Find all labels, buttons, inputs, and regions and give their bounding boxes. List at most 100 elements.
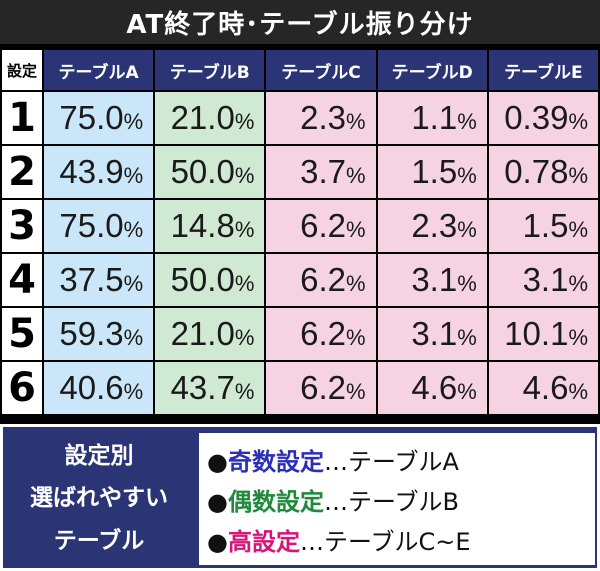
cell-value: 6.2	[300, 261, 346, 298]
recommendation-heading-line: 選ばれやすい	[30, 485, 168, 512]
cell-table-b: 21.0%	[155, 308, 265, 360]
cell-table-c: 3.7%	[266, 146, 376, 198]
table-header-row: 設定 テーブルA テーブルB テーブルC テーブルD テーブルE	[2, 50, 598, 90]
cell-value: 4.6	[411, 369, 458, 406]
cell-table-e: 4.6%	[488, 362, 598, 414]
cell-table-e: 0.78%	[488, 146, 598, 198]
percent-unit: %	[568, 271, 588, 296]
percent-unit: %	[123, 163, 144, 188]
cell-table-d: 3.1%	[377, 308, 487, 360]
cell-value: 21.0	[170, 315, 235, 352]
percent-unit: %	[123, 271, 144, 296]
setting-number: 5	[2, 308, 42, 360]
cell-table-b: 21.0%	[155, 92, 265, 144]
percent-unit: %	[123, 325, 144, 350]
table-row: 4 37.5% 50.0% 6.2% 3.1% 3.1%	[2, 254, 598, 306]
bullet-icon: ●	[207, 487, 228, 516]
column-header-table-b: テーブルB	[155, 50, 265, 90]
cell-value: 3.1	[522, 261, 569, 298]
cell-table-d: 3.1%	[377, 254, 487, 306]
cell-value: 3.7	[300, 153, 346, 190]
recommendation-item-high: ●高設定…テーブルC~E	[207, 522, 587, 557]
cell-value: 6.2	[300, 207, 346, 244]
cell-table-a: 59.3%	[44, 308, 154, 360]
percent-unit: %	[457, 271, 477, 296]
percent-unit: %	[123, 379, 144, 404]
cell-value: 75.0	[59, 207, 124, 244]
recommendation-heading: 設定別 選ばれやすい テーブル	[9, 435, 189, 563]
percent-unit: %	[568, 109, 588, 134]
percent-unit: %	[123, 109, 144, 134]
recommendation-value: …テーブルB	[323, 487, 459, 516]
setting-number: 1	[2, 92, 42, 144]
cell-table-a: 75.0%	[44, 200, 154, 252]
title-text: AT終了時･テーブル振り分け	[126, 9, 474, 40]
recommendation-key: 高設定	[227, 527, 300, 556]
percent-unit: %	[234, 163, 255, 188]
cell-value: 0.39	[504, 99, 569, 136]
table-body: 1 75.0% 21.0% 2.3% 1.1% 0.39% 2 43.9% 50.0% 3.7% 1…	[2, 92, 598, 414]
recommendation-value: …テーブルA	[323, 447, 459, 476]
percent-unit: %	[346, 271, 366, 296]
cell-value: 2.3	[300, 99, 346, 136]
percent-unit: %	[234, 271, 255, 296]
cell-value: 59.3	[59, 315, 124, 352]
cell-table-c: 6.2%	[266, 200, 376, 252]
setting-column-header: 設定	[2, 50, 42, 90]
cell-table-e: 1.5%	[488, 200, 598, 252]
percent-unit: %	[568, 163, 588, 188]
table-row: 5 59.3% 21.0% 6.2% 3.1% 10.1%	[2, 308, 598, 360]
cell-table-e: 3.1%	[488, 254, 598, 306]
recommendation-item-even: ●偶数設定…テーブルB	[207, 482, 587, 517]
cell-value: 1.5	[522, 207, 569, 244]
cell-value: 6.2	[300, 315, 346, 352]
cell-value: 1.1	[411, 99, 458, 136]
cell-table-b: 43.7%	[155, 362, 265, 414]
cell-table-b: 50.0%	[155, 254, 265, 306]
cell-table-d: 1.1%	[377, 92, 487, 144]
recommendation-item-odd: ●奇数設定…テーブルA	[207, 442, 587, 477]
recommendation-key: 偶数設定	[227, 487, 324, 516]
bullet-icon: ●	[207, 447, 228, 476]
cell-table-a: 43.9%	[44, 146, 154, 198]
column-header-table-a: テーブルA	[44, 50, 154, 90]
recommendation-list: ●奇数設定…テーブルA ●偶数設定…テーブルB ●高設定…テーブルC~E	[199, 433, 595, 565]
cell-value: 3.1	[411, 315, 458, 352]
bullet-icon: ●	[207, 527, 228, 556]
percent-unit: %	[123, 217, 144, 242]
cell-value: 10.1	[504, 315, 569, 352]
table-row: 1 75.0% 21.0% 2.3% 1.1% 0.39%	[2, 92, 598, 144]
cell-table-a: 75.0%	[44, 92, 154, 144]
cell-value: 14.8	[170, 207, 235, 244]
percent-unit: %	[457, 109, 477, 134]
cell-table-e: 0.39%	[488, 92, 598, 144]
setting-number: 4	[2, 254, 42, 306]
cell-value: 21.0	[170, 99, 235, 136]
percent-unit: %	[234, 217, 255, 242]
percent-unit: %	[346, 109, 366, 134]
percent-unit: %	[568, 379, 588, 404]
distribution-table: 設定 テーブルA テーブルB テーブルC テーブルD テーブルE 1 75.0% 2…	[0, 48, 600, 416]
cell-value: 75.0	[59, 99, 124, 136]
distribution-table-container: 設定 テーブルA テーブルB テーブルC テーブルD テーブルE 1 75.0% 2…	[0, 48, 600, 420]
cell-table-a: 40.6%	[44, 362, 154, 414]
cell-table-c: 6.2%	[266, 308, 376, 360]
column-header-table-e: テーブルE	[488, 50, 598, 90]
percent-unit: %	[346, 379, 366, 404]
cell-value: 6.2	[300, 369, 346, 406]
table-row: 6 40.6% 43.7% 6.2% 4.6% 4.6%	[2, 362, 598, 414]
percent-unit: %	[346, 163, 366, 188]
percent-unit: %	[346, 325, 366, 350]
cell-table-b: 50.0%	[155, 146, 265, 198]
setting-number: 3	[2, 200, 42, 252]
cell-table-c: 6.2%	[266, 254, 376, 306]
cell-value: 0.78	[504, 153, 569, 190]
cell-value: 37.5	[59, 261, 124, 298]
cell-table-b: 14.8%	[155, 200, 265, 252]
percent-unit: %	[457, 379, 477, 404]
setting-number: 6	[2, 362, 42, 414]
cell-table-d: 2.3%	[377, 200, 487, 252]
percent-unit: %	[234, 379, 255, 404]
cell-value: 50.0	[170, 153, 235, 190]
cell-value: 1.5	[411, 153, 458, 190]
